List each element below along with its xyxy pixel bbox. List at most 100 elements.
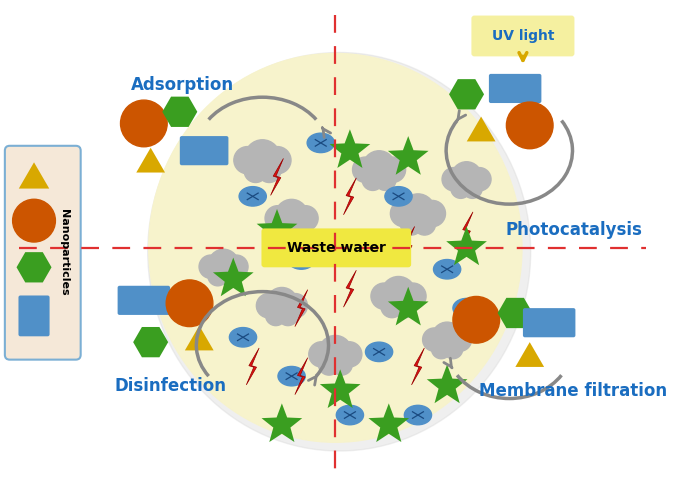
Circle shape xyxy=(336,342,362,367)
Ellipse shape xyxy=(453,298,480,318)
Text: Membrane filtration: Membrane filtration xyxy=(479,382,667,400)
Ellipse shape xyxy=(307,133,334,153)
Circle shape xyxy=(362,169,384,191)
Text: Adsorption: Adsorption xyxy=(131,75,234,94)
Circle shape xyxy=(419,200,445,226)
Polygon shape xyxy=(460,212,473,249)
Polygon shape xyxy=(185,326,214,350)
Circle shape xyxy=(394,295,416,318)
Text: Waste water: Waste water xyxy=(287,241,386,255)
Circle shape xyxy=(432,322,462,352)
Text: UV light: UV light xyxy=(492,29,554,43)
Ellipse shape xyxy=(336,405,364,425)
Polygon shape xyxy=(257,209,297,248)
Ellipse shape xyxy=(229,328,257,347)
Circle shape xyxy=(208,266,227,286)
Circle shape xyxy=(380,157,406,182)
FancyBboxPatch shape xyxy=(489,74,541,103)
Circle shape xyxy=(275,199,308,232)
Circle shape xyxy=(400,283,426,309)
Polygon shape xyxy=(446,226,487,265)
Circle shape xyxy=(275,218,296,239)
Circle shape xyxy=(443,339,463,359)
Circle shape xyxy=(451,179,471,198)
Polygon shape xyxy=(515,342,544,367)
Circle shape xyxy=(256,294,281,318)
Polygon shape xyxy=(497,298,533,328)
Ellipse shape xyxy=(149,53,522,442)
Circle shape xyxy=(442,168,465,191)
Polygon shape xyxy=(343,270,356,307)
Polygon shape xyxy=(427,364,467,403)
Polygon shape xyxy=(16,252,51,282)
Circle shape xyxy=(400,213,423,235)
Circle shape xyxy=(319,335,352,368)
FancyBboxPatch shape xyxy=(118,286,170,315)
Circle shape xyxy=(451,162,482,192)
Circle shape xyxy=(506,102,553,149)
Polygon shape xyxy=(295,290,308,327)
FancyBboxPatch shape xyxy=(5,146,81,360)
Polygon shape xyxy=(369,403,409,442)
Ellipse shape xyxy=(148,52,531,451)
Circle shape xyxy=(414,213,436,235)
Circle shape xyxy=(371,283,397,309)
Circle shape xyxy=(353,157,378,182)
Polygon shape xyxy=(466,117,495,141)
Circle shape xyxy=(319,354,340,375)
Circle shape xyxy=(234,147,261,174)
Polygon shape xyxy=(136,148,165,173)
Polygon shape xyxy=(343,178,356,215)
Circle shape xyxy=(448,328,471,351)
Polygon shape xyxy=(320,369,360,408)
Ellipse shape xyxy=(278,366,306,386)
Polygon shape xyxy=(213,258,253,296)
Circle shape xyxy=(423,328,446,351)
Circle shape xyxy=(121,100,167,147)
Circle shape xyxy=(265,206,290,231)
Circle shape xyxy=(220,266,239,286)
Circle shape xyxy=(12,199,55,242)
Circle shape xyxy=(375,169,396,191)
Polygon shape xyxy=(388,287,429,326)
Polygon shape xyxy=(388,136,429,175)
Polygon shape xyxy=(262,403,302,442)
Circle shape xyxy=(244,159,267,183)
Text: Disinfection: Disinfection xyxy=(114,377,226,395)
Circle shape xyxy=(462,179,482,198)
Circle shape xyxy=(309,342,334,367)
Circle shape xyxy=(208,249,238,279)
Ellipse shape xyxy=(239,187,266,206)
Circle shape xyxy=(258,159,281,183)
Polygon shape xyxy=(295,358,308,395)
Circle shape xyxy=(453,296,499,343)
Circle shape xyxy=(432,339,451,359)
Circle shape xyxy=(283,294,308,318)
Ellipse shape xyxy=(404,405,432,425)
Circle shape xyxy=(225,255,248,278)
Polygon shape xyxy=(402,226,414,263)
Circle shape xyxy=(199,255,223,278)
Ellipse shape xyxy=(385,187,412,206)
FancyBboxPatch shape xyxy=(523,308,575,337)
Polygon shape xyxy=(271,158,284,195)
Polygon shape xyxy=(329,129,371,168)
Circle shape xyxy=(381,295,403,318)
Polygon shape xyxy=(133,327,168,357)
Circle shape xyxy=(264,147,291,174)
FancyBboxPatch shape xyxy=(262,228,411,267)
Text: Nanoparticles: Nanoparticles xyxy=(59,209,69,296)
Polygon shape xyxy=(18,162,49,189)
Circle shape xyxy=(382,277,416,311)
Circle shape xyxy=(287,218,308,239)
Circle shape xyxy=(266,287,298,319)
Polygon shape xyxy=(162,97,197,127)
Circle shape xyxy=(166,280,213,327)
Text: Photocatalysis: Photocatalysis xyxy=(505,221,642,240)
Circle shape xyxy=(401,194,435,228)
Polygon shape xyxy=(449,79,484,109)
FancyBboxPatch shape xyxy=(471,16,575,56)
Circle shape xyxy=(362,151,395,184)
Circle shape xyxy=(277,305,298,326)
Polygon shape xyxy=(247,348,259,385)
